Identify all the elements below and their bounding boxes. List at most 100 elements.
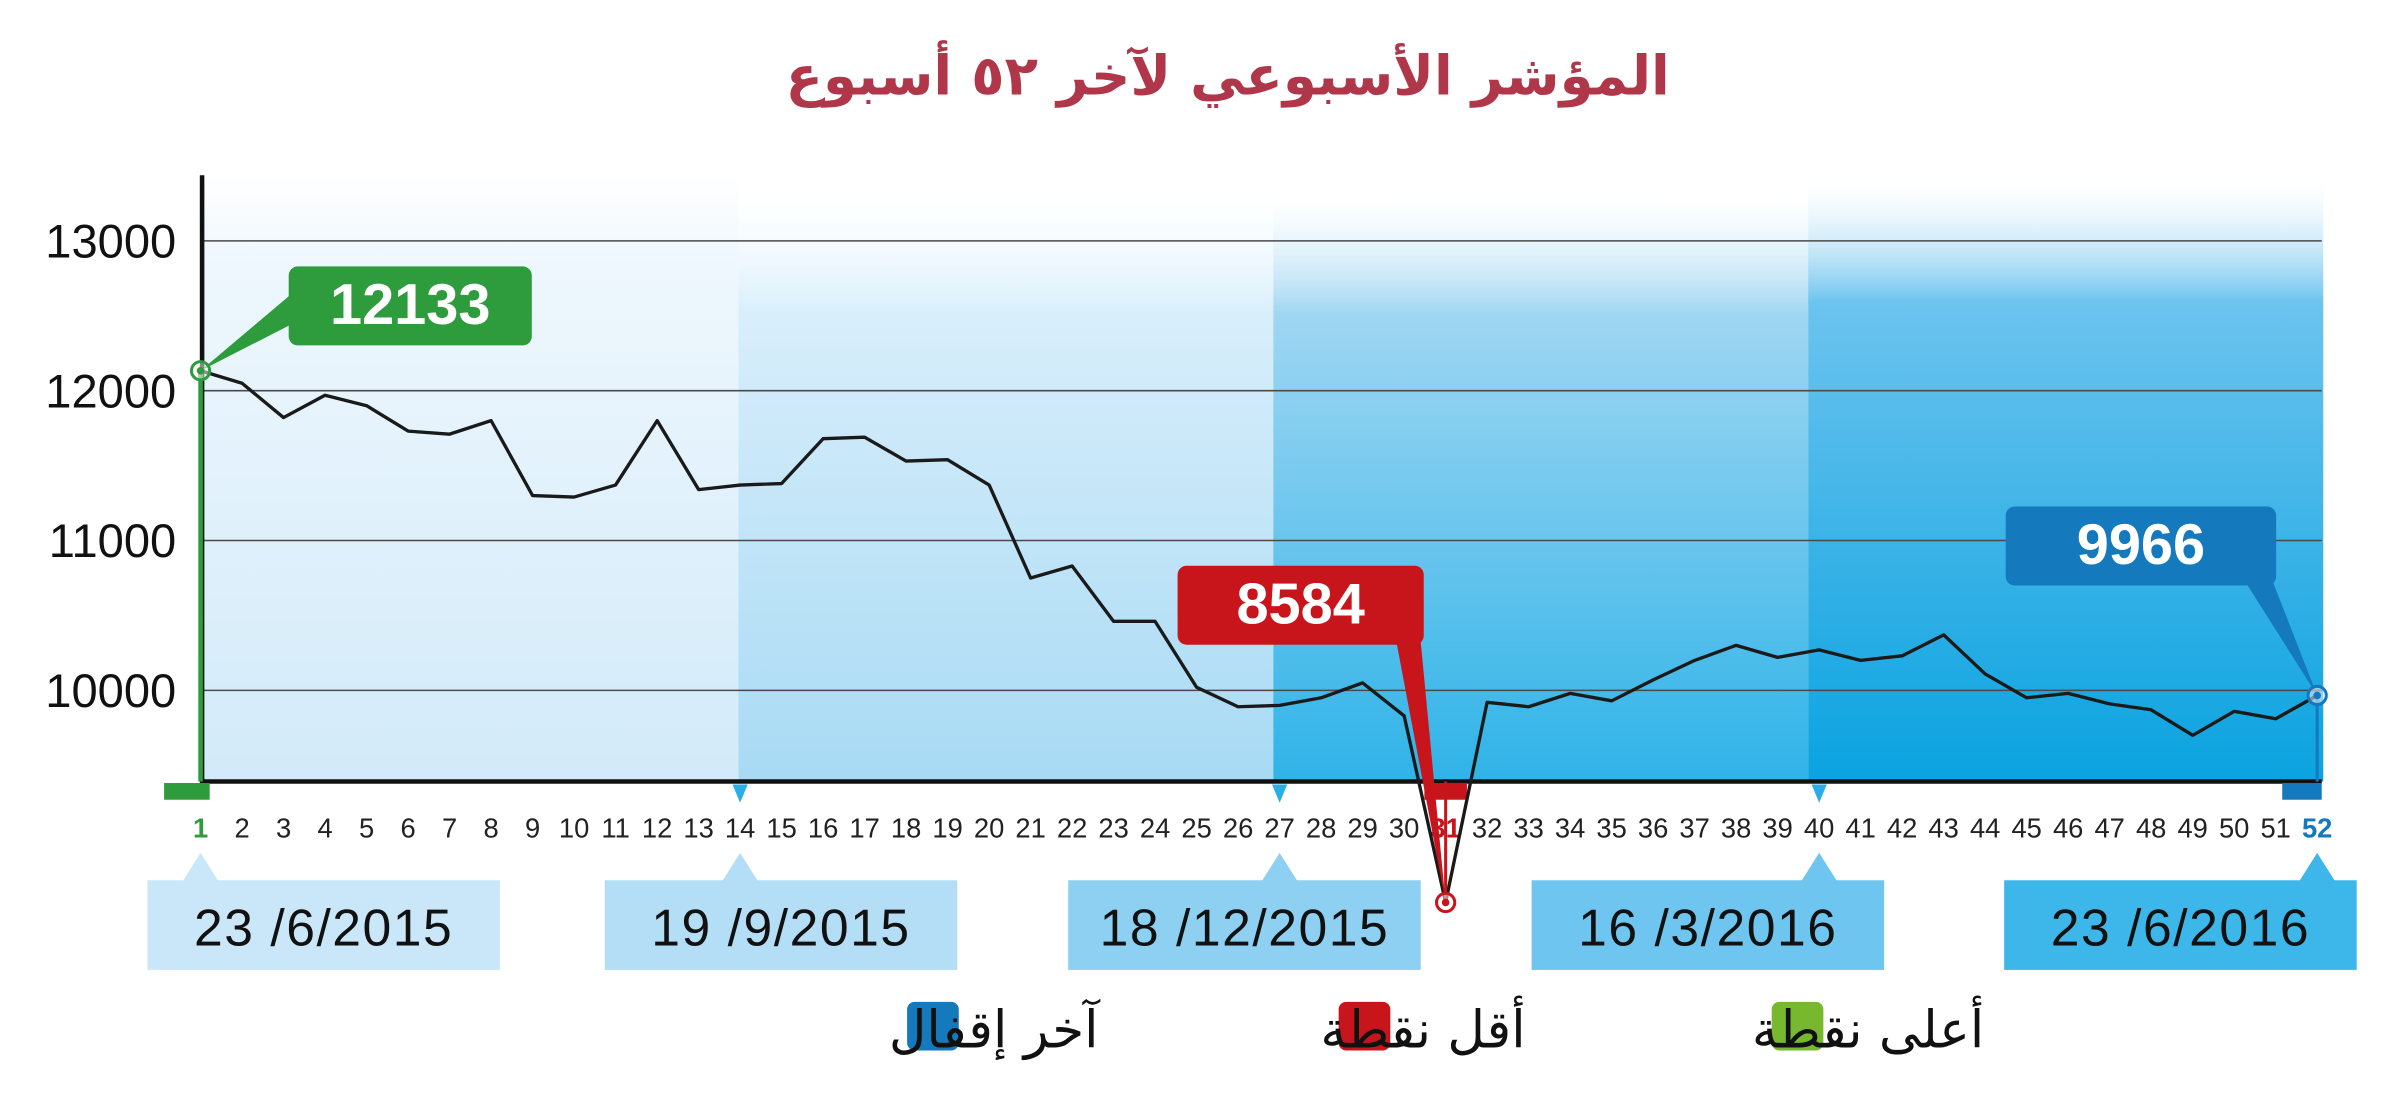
x-tick-label: 24 — [1140, 813, 1170, 844]
date-box — [604, 880, 958, 970]
x-tick-label: 26 — [1223, 813, 1253, 844]
date-label-text: 23 /6/2016 — [2051, 899, 2310, 957]
x-tick-label: 29 — [1347, 813, 1377, 844]
x-tick-label: 12 — [642, 813, 672, 844]
x-tick-label: 49 — [2177, 813, 2207, 844]
date-box — [2004, 880, 2357, 970]
x-tick-label: 35 — [1596, 813, 1626, 844]
x-tick-label: 27 — [1264, 813, 1294, 844]
date-label-text: 19 /9/2015 — [651, 899, 910, 957]
x-tick-label: 41 — [1845, 813, 1875, 844]
x-tick-label: 46 — [2053, 813, 2083, 844]
y-axis: 10000 11000 12000 13000 — [45, 175, 205, 785]
background-band-4 — [1808, 182, 2324, 782]
x-tick-label: 45 — [2011, 813, 2041, 844]
x-tick-label: 50 — [2219, 813, 2249, 844]
x-tick-label: 7 — [442, 813, 457, 844]
date-box — [1531, 880, 1885, 970]
x-tick-label: 20 — [974, 813, 1004, 844]
x-tick-label: 2 — [234, 813, 249, 844]
x-tick-label: 28 — [1306, 813, 1336, 844]
x-tick-label: 33 — [1513, 813, 1543, 844]
last-point-dot — [2313, 691, 2321, 700]
x-tick-label: 8 — [483, 813, 498, 844]
high-callout-value: 12133 — [330, 273, 491, 337]
date-box — [1068, 880, 1421, 970]
background-band-2 — [738, 198, 1274, 782]
date-label-box: 18 /12/2015 — [1068, 852, 1421, 970]
x-tick-label: 48 — [2136, 813, 2166, 844]
x-tick-label: 1 — [193, 813, 208, 844]
x-tick-label: 5 — [359, 813, 374, 844]
x-tick-label: 22 — [1057, 813, 1087, 844]
x-tick-label: 9 — [525, 813, 540, 844]
low-callout-value: 8584 — [1236, 572, 1364, 636]
date-box-pointer — [1800, 852, 1838, 882]
date-box-pointer — [182, 852, 219, 882]
last-axis-marker — [2282, 783, 2322, 800]
x-tick-label: 38 — [1721, 813, 1751, 844]
legend: آخر إقفال أقل نقطة أعلى نقطة — [889, 995, 1984, 1060]
x-tick-label: 3 — [276, 813, 291, 844]
x-tick-label: 30 — [1389, 813, 1419, 844]
x-tick-label: 10 — [559, 813, 589, 844]
x-tick-label: 11 — [601, 813, 629, 844]
date-box-pointer — [1261, 852, 1298, 882]
high-point-dot — [196, 366, 205, 375]
background-band-3 — [1273, 198, 1809, 782]
x-tick-label: 17 — [849, 813, 879, 844]
date-label-box: 19 /9/2015 — [604, 852, 958, 970]
x-tick-label: 36 — [1638, 813, 1668, 844]
legend-swatch — [907, 1001, 959, 1051]
chart-title: المؤشر الأسبوعي لآخر ٥٢ أسبوع — [786, 40, 1670, 108]
date-tick-marker — [1811, 784, 1827, 803]
low-callout-pointer — [1396, 641, 1446, 903]
date-label-text: 23 /6/2015 — [194, 899, 453, 957]
date-label-text: 18 /12/2015 — [1100, 899, 1390, 957]
low-callout-box — [1177, 565, 1424, 645]
x-tick-label: 37 — [1679, 813, 1709, 844]
x-tick-label: 18 — [891, 813, 921, 844]
last-callout-value: 9966 — [2077, 513, 2205, 577]
x-tick-label: 25 — [1181, 813, 1211, 844]
date-box — [147, 880, 500, 970]
y-tick-label: 11000 — [49, 514, 176, 567]
date-labels: 23 /6/2015 19 /9/2015 18 /12/2015 16 /3/201… — [147, 852, 2357, 970]
x-tick-label: 52 — [2302, 813, 2332, 844]
legend-item-low: أقل نقطة — [1320, 995, 1525, 1060]
x-tick-label: 6 — [400, 813, 415, 844]
x-tick-label: 39 — [1762, 813, 1792, 844]
series-polyline — [200, 369, 2318, 905]
x-tick-label: 51 — [2260, 813, 2290, 844]
date-label-text: 16 /3/2016 — [1578, 899, 1837, 957]
x-tick-label: 21 — [1015, 813, 1045, 844]
legend-swatch — [1338, 1001, 1391, 1051]
x-tick-label: 32 — [1472, 813, 1502, 844]
x-tick-label: 42 — [1887, 813, 1917, 844]
x-tick-label: 14 — [725, 813, 755, 844]
x-tick-label: 40 — [1804, 813, 1834, 844]
high-axis-marker — [164, 783, 210, 800]
date-label-box: 16 /3/2016 — [1531, 852, 1885, 970]
x-tick-label: 16 — [808, 813, 838, 844]
last-callout-box — [2005, 506, 2277, 586]
x-axis: 1 2 3 4 5 6 7 8 9 10 11 12 13 14 15 16 17 18 19 20 21 22 23 24 2… — [164, 779, 2332, 844]
legend-label: أعلى نقطة — [1752, 995, 1984, 1060]
legend-item-last: آخر إقفال — [889, 998, 1101, 1060]
y-tick-label: 13000 — [45, 215, 176, 268]
legend-item-high: أعلى نقطة — [1752, 995, 1984, 1060]
date-box-pointer — [721, 852, 759, 882]
x-tick-label: 44 — [1970, 813, 2000, 844]
series-line — [200, 369, 2318, 905]
y-tick-label: 10000 — [45, 664, 176, 717]
legend-label: أقل نقطة — [1320, 995, 1525, 1060]
legend-swatch — [1771, 1001, 1824, 1051]
x-tick-label: 19 — [932, 813, 962, 844]
high-callout-box — [288, 266, 532, 346]
x-tick-label: 23 — [1098, 813, 1128, 844]
x-tick-label: 4 — [317, 813, 332, 844]
date-label-box: 23 /6/2015 — [147, 852, 500, 970]
date-tick-marker — [1272, 784, 1288, 803]
grid-lines — [202, 240, 2322, 692]
y-tick-label: 12000 — [45, 364, 176, 417]
